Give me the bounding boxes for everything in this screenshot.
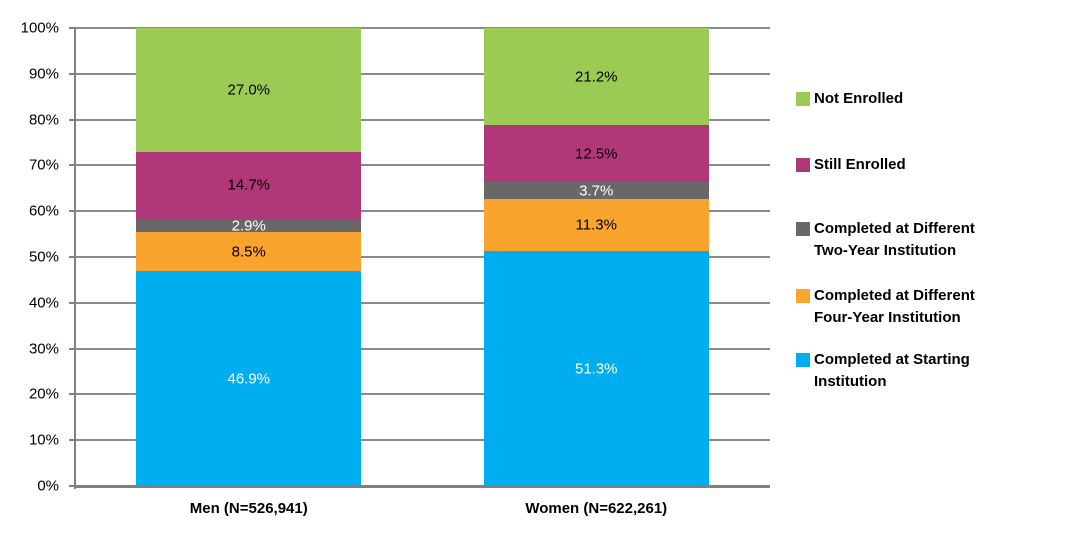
y-gridline xyxy=(75,301,770,304)
y-gridline xyxy=(75,393,770,396)
y-axis-tick-label: 30% xyxy=(28,340,59,358)
legend-label: Completed at Different Two-Year Institut… xyxy=(814,220,975,259)
y-axis-line xyxy=(74,27,76,489)
y-axis-tick xyxy=(69,485,75,487)
bar-segment xyxy=(483,182,709,200)
bar-segment-value-label: 27.0% xyxy=(227,81,271,99)
legend-swatch-icon xyxy=(796,92,810,106)
bar-segment-value-label: 8.5% xyxy=(231,243,266,261)
legend-label: Still Enrolled xyxy=(814,156,906,173)
y-axis-tick xyxy=(69,118,75,121)
bar-segment-value-label: 21.2% xyxy=(574,68,618,86)
legend-item: Not Enrolled xyxy=(796,88,1006,110)
y-axis-tick xyxy=(69,439,75,442)
legend-item: Still Enrolled xyxy=(796,154,1006,176)
y-gridline xyxy=(75,210,770,213)
y-axis-tick xyxy=(69,256,75,258)
bar-segment xyxy=(483,125,709,183)
x-axis-line xyxy=(74,485,770,488)
legend-swatch-icon xyxy=(796,222,810,236)
y-axis-tick-label: 70% xyxy=(28,156,59,174)
y-gridline xyxy=(75,439,770,442)
bar-segment xyxy=(136,232,362,272)
bar-segment xyxy=(136,28,362,152)
x-axis-category-label: Women (N=622,261) xyxy=(525,500,668,517)
x-axis-category-label: Men (N=526,941) xyxy=(189,500,308,517)
y-axis-tick xyxy=(69,301,75,304)
y-gridline xyxy=(75,164,770,167)
legend-label: Not Enrolled xyxy=(814,90,904,107)
y-axis-tick-label: 0% xyxy=(37,477,59,495)
y-axis-tick xyxy=(69,347,75,350)
bar-segment-value-label: 51.3% xyxy=(574,360,618,378)
bar-segment-value-label: 46.9% xyxy=(227,370,271,388)
bar-segment-value-label: 14.7% xyxy=(227,176,271,194)
y-gridline xyxy=(75,27,770,29)
legend-label: Completed at Starting Institution xyxy=(814,351,970,390)
y-axis-tick-label: 60% xyxy=(28,202,59,220)
legend-swatch-icon xyxy=(796,158,810,172)
legend-swatch-icon xyxy=(796,353,810,367)
y-gridline xyxy=(75,72,770,75)
y-axis-tick xyxy=(69,27,75,29)
legend-swatch-icon xyxy=(796,289,810,303)
y-axis-tick-label: 40% xyxy=(28,294,59,312)
y-gridline xyxy=(75,347,770,350)
legend-item: Completed at Different Two-Year Institut… xyxy=(796,218,1006,262)
bar-segment xyxy=(483,28,709,126)
legend-item: Completed at Different Four-Year Institu… xyxy=(796,285,1006,329)
y-axis-tick xyxy=(69,393,75,396)
bar-segment xyxy=(483,251,709,486)
bar-segment-value-label: 3.7% xyxy=(579,182,614,200)
y-axis-tick xyxy=(69,72,75,75)
y-axis-tick-label: 90% xyxy=(28,65,59,83)
bar-segment xyxy=(136,218,362,233)
legend-label: Completed at Different Four-Year Institu… xyxy=(814,287,975,326)
y-axis-tick-label: 20% xyxy=(28,385,59,403)
bar-segment xyxy=(136,271,362,486)
y-axis-tick-label: 80% xyxy=(28,111,59,129)
y-gridline xyxy=(75,118,770,121)
y-gridline xyxy=(75,256,770,258)
y-axis-tick xyxy=(69,210,75,213)
bar-segment-value-label: 12.5% xyxy=(574,145,618,163)
bar-segment-value-label: 11.3% xyxy=(575,216,617,234)
y-axis-tick xyxy=(69,164,75,167)
bar-segment xyxy=(483,199,709,252)
y-axis-tick-label: 100% xyxy=(20,19,59,37)
bar-segment-value-label: 2.9% xyxy=(231,217,266,235)
y-axis-tick-label: 50% xyxy=(28,248,59,266)
legend-item: Completed at Starting Institution xyxy=(796,349,1006,393)
bar-segment xyxy=(136,151,362,219)
y-axis-tick-label: 10% xyxy=(28,431,59,449)
